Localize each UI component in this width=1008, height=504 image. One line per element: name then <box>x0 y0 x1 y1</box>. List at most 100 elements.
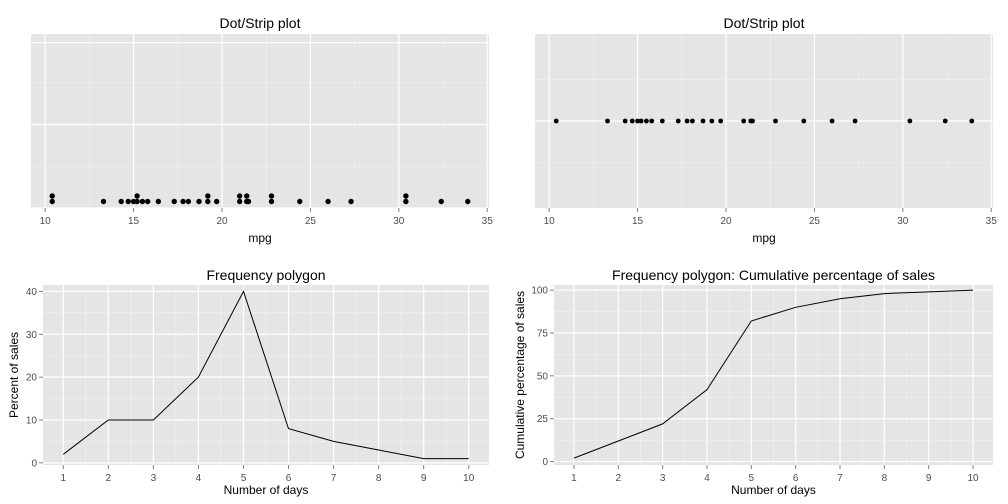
data-point <box>196 198 202 205</box>
data-point <box>268 198 275 205</box>
data-point <box>236 198 243 205</box>
chart-title: Dot/Strip plot <box>724 15 805 31</box>
x-axis-title: Number of days <box>731 483 816 497</box>
data-point <box>942 118 948 124</box>
data-point <box>348 198 354 205</box>
x-tick-label: 4 <box>196 473 202 484</box>
y-tick-label: 50 <box>537 371 549 382</box>
x-tick-label: 9 <box>421 473 427 484</box>
data-point <box>829 118 835 124</box>
x-tick-label: 7 <box>331 473 337 484</box>
data-point <box>205 198 211 205</box>
data-point <box>659 118 665 124</box>
x-tick-label: 7 <box>837 473 843 484</box>
data-point <box>709 118 715 124</box>
series-line <box>62 290 469 460</box>
data-point <box>145 198 151 205</box>
data-point <box>644 118 649 124</box>
x-tick-label: 10 <box>40 216 52 227</box>
data-point <box>244 193 250 199</box>
x-tick-label: 10 <box>463 473 475 484</box>
data-point <box>689 118 695 124</box>
data-point <box>325 198 331 205</box>
data-point <box>718 118 724 124</box>
chart-title: Dot/Strip plot <box>220 15 301 31</box>
data-point <box>155 198 162 205</box>
data-point <box>297 198 303 205</box>
data-point <box>245 198 252 205</box>
data-point <box>171 198 177 205</box>
x-tick-label: 8 <box>376 473 382 484</box>
data-point <box>213 198 220 205</box>
data-point <box>773 118 778 124</box>
y-tick-label: 75 <box>537 329 549 340</box>
data-point <box>180 198 186 205</box>
x-tick-label: 20 <box>720 216 732 227</box>
data-point <box>553 118 559 124</box>
chart-panel-frequency-polygon: 1 2 3 4 5 6 7 8 9 10 0 10 20 30 40 Frequency polygon Num… <box>7 267 489 497</box>
y-axis-title: Percent of sales <box>7 332 21 418</box>
chart-title: Frequency polygon <box>206 267 325 283</box>
x-tick-label: 25 <box>305 216 317 227</box>
x-tick-label: 3 <box>660 473 666 484</box>
x-axis-title: mpg <box>752 231 775 245</box>
x-tick-label: 35 <box>986 216 998 227</box>
data-point <box>629 118 635 124</box>
data-point <box>100 198 107 205</box>
x-tick-label: 25 <box>809 216 821 227</box>
data-point <box>852 118 858 124</box>
x-tick-label: 4 <box>704 473 710 484</box>
data-point <box>49 193 55 199</box>
x-tick-label: 10 <box>967 473 979 484</box>
y-tick-label: 0 <box>31 458 37 469</box>
data-point <box>907 118 913 124</box>
x-tick-label: 5 <box>241 473 247 484</box>
x-tick-label: 10 <box>544 216 556 227</box>
x-tick-label: 8 <box>882 473 888 484</box>
data-point <box>134 198 140 205</box>
x-tick-label: 30 <box>897 216 909 227</box>
x-tick-label: 1 <box>60 473 66 484</box>
chart-panel-dot-plot: 10 15 20 25 30 35 Dot/Strip plot mpg <box>31 15 493 245</box>
data-point <box>118 198 124 205</box>
x-tick-label: 6 <box>286 473 292 484</box>
y-axis-title: Cumulative percentage of sales <box>513 291 527 459</box>
plot-background <box>31 34 489 208</box>
chart-panel-strip-plot: 10 15 20 25 30 35 Dot/Strip plot mpg <box>535 15 997 245</box>
data-point <box>605 118 610 124</box>
data-point <box>49 198 55 205</box>
x-tick-label: 1 <box>571 473 577 484</box>
data-point <box>750 118 755 124</box>
x-tick-label: 35 <box>482 216 494 227</box>
data-point <box>125 198 131 205</box>
x-tick-label: 20 <box>216 216 228 227</box>
data-point <box>403 198 409 205</box>
x-tick-label: 30 <box>393 216 405 227</box>
y-tick-label: 40 <box>26 287 38 298</box>
data-point <box>205 193 211 199</box>
data-point <box>268 193 275 199</box>
data-point <box>801 118 807 124</box>
data-point <box>675 118 681 124</box>
data-point <box>741 118 747 124</box>
x-tick-label: 15 <box>632 216 644 227</box>
y-tick-label: 25 <box>537 414 549 425</box>
series-line <box>573 289 974 459</box>
chart-title: Frequency polygon: Cumulative percentage… <box>612 267 935 283</box>
x-tick-label: 5 <box>749 473 755 484</box>
data-point <box>438 198 444 205</box>
data-point <box>236 193 243 199</box>
y-tick-label: 10 <box>26 416 38 427</box>
data-point <box>638 118 644 124</box>
data-point <box>403 193 409 199</box>
data-point <box>622 118 628 124</box>
data-point <box>969 118 975 124</box>
data-point <box>684 118 690 124</box>
x-tick-label: 2 <box>106 473 112 484</box>
data-point <box>649 118 655 124</box>
x-tick-label: 3 <box>151 473 157 484</box>
y-tick-label: 100 <box>531 286 548 297</box>
x-axis-title: mpg <box>248 231 271 245</box>
